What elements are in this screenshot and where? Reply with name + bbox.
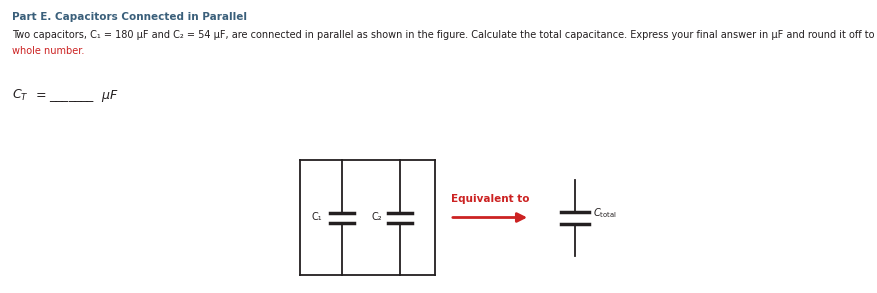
Text: whole number.: whole number. — [12, 46, 84, 56]
Text: Part E. Capacitors Connected in Parallel: Part E. Capacitors Connected in Parallel — [12, 12, 247, 22]
Text: $C_{\mathrm{total}}$: $C_{\mathrm{total}}$ — [593, 207, 617, 220]
Text: Two capacitors, C₁ = 180 μF and C₂ = 54 μF, are connected in parallel as shown i: Two capacitors, C₁ = 180 μF and C₂ = 54 … — [12, 30, 877, 40]
Text: C₂: C₂ — [372, 212, 382, 222]
Text: = _______  $\mu F$: = _______ $\mu F$ — [35, 88, 118, 104]
Text: C₁: C₁ — [312, 212, 323, 222]
Text: Equivalent to: Equivalent to — [451, 193, 529, 204]
Text: $C_T$: $C_T$ — [12, 88, 29, 103]
